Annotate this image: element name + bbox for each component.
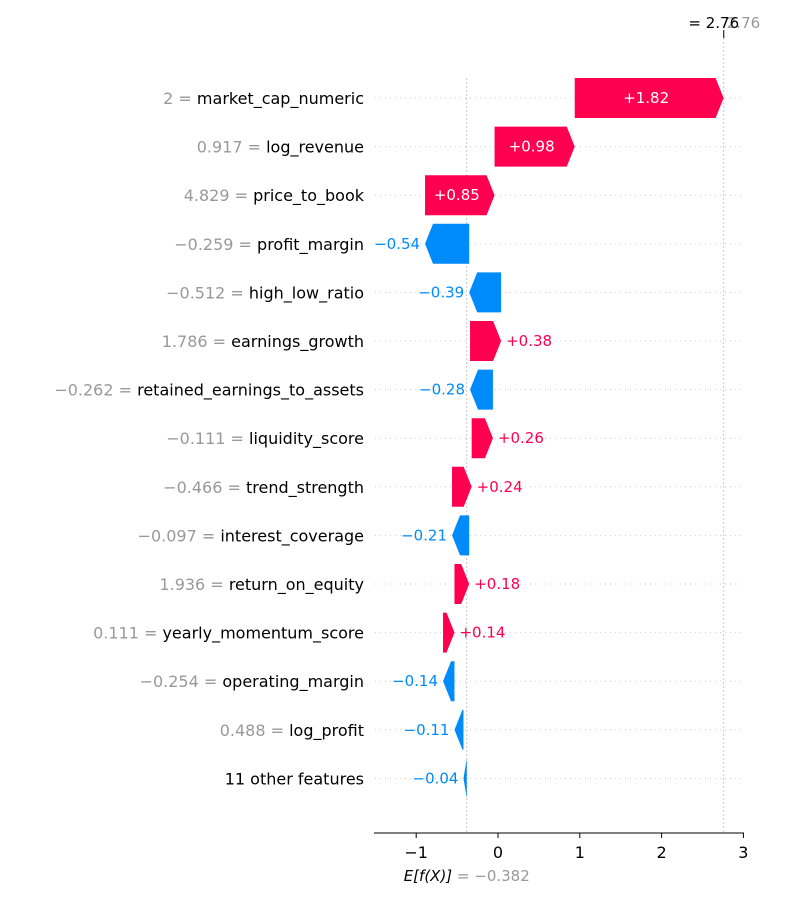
expected-value-label: E[f(X)] = −0.382 [404, 867, 530, 885]
bar-value-label: −0.39 [418, 283, 464, 301]
feature-name: operating_margin [222, 672, 364, 692]
feature-label: −0.259 = profit_margin [174, 235, 364, 255]
waterfall-bar [469, 272, 502, 313]
feature-label: 4.829 = price_to_book [184, 186, 365, 206]
feature-name: market_cap_numeric [197, 89, 364, 109]
expected-value-number: = −0.382 [457, 867, 530, 885]
output-value-ghost-label: 2.76 [727, 14, 760, 32]
waterfall-bar [454, 564, 470, 604]
feature-name: profit_margin [257, 235, 364, 255]
waterfall-bar [452, 515, 470, 556]
feature-value: 1.936 = [159, 575, 228, 594]
feature-label: 11 other features [225, 769, 364, 788]
feature-name: trend_strength [246, 478, 364, 498]
x-tick-label: 1 [575, 843, 585, 862]
feature-name: price_to_book [253, 186, 365, 206]
feature-name: interest_coverage [220, 526, 364, 546]
x-axis: −1 0 1 2 3 E[f(X)] = −0.382 [374, 832, 748, 885]
feature-label: −0.466 = trend_strength [163, 478, 364, 498]
output-value-annotation: 2.76= 2.76 [688, 14, 760, 38]
output-value-label: = 2.76 [688, 14, 739, 32]
bar-value-label: +0.38 [506, 332, 552, 350]
feature-label: −0.111 = liquidity_score [166, 429, 364, 449]
feature-labels-layer: 2 = market_cap_numeric 0.917 = log_revenu… [54, 89, 364, 788]
feature-name: log_revenue [266, 138, 364, 158]
bar-value-label: +0.98 [509, 138, 555, 156]
bar-value-label: +1.82 [623, 89, 669, 107]
waterfall-bar [463, 758, 467, 799]
waterfall-bar [471, 418, 493, 459]
feature-value: −0.259 = [174, 235, 257, 254]
waterfall-bar [494, 126, 575, 167]
waterfall-bar [443, 612, 455, 653]
bar-value-label: −0.14 [392, 672, 438, 690]
feature-name: high_low_ratio [249, 283, 364, 303]
waterfall-bar [443, 661, 455, 702]
waterfall-bar [425, 223, 470, 264]
feature-value: 0.917 = [197, 138, 266, 157]
feature-value: −0.512 = [166, 283, 249, 302]
feature-label: −0.097 = interest_coverage [138, 526, 364, 546]
bar-value-label: −0.11 [404, 721, 450, 739]
feature-value: 0.111 = [93, 624, 162, 643]
bars-layer: +1.82 +0.98 +0.85 −0.54 −0.39 +0.38 −0.28 +0.26… [374, 78, 724, 799]
feature-value: 4.829 = [184, 186, 253, 205]
x-tick-label: 3 [738, 843, 748, 862]
x-tick-label: −1 [404, 843, 428, 862]
feature-name: retained_earnings_to_assets [137, 381, 364, 401]
feature-value: −0.097 = [138, 526, 221, 545]
bar-value-label: +0.26 [498, 429, 544, 447]
feature-name: return_on_equity [229, 575, 364, 595]
bar-value-label: +0.18 [474, 575, 520, 593]
waterfall-bar [454, 709, 464, 750]
feature-label: −0.262 = retained_earnings_to_assets [54, 381, 364, 401]
bar-value-label: +0.24 [477, 478, 523, 496]
bar-value-label: −0.21 [401, 526, 447, 544]
expected-value-symbol: E[f(X)] [404, 867, 457, 885]
feature-label: 0.488 = log_profit [220, 721, 364, 741]
feature-label: 2 = market_cap_numeric [163, 89, 364, 109]
feature-name: liquidity_score [249, 429, 364, 449]
waterfall-bar [470, 321, 502, 361]
bar-value-label: +0.14 [459, 624, 505, 642]
bar-value-label: −0.28 [419, 381, 465, 399]
feature-value: −0.466 = [163, 478, 246, 497]
feature-name: earnings_growth [231, 332, 364, 352]
x-tick-label: 2 [657, 843, 667, 862]
waterfall-bar [425, 175, 495, 216]
feature-label: −0.254 = operating_margin [140, 672, 364, 692]
feature-label: 0.917 = log_revenue [197, 138, 364, 158]
bar-value-label: −0.04 [413, 769, 459, 787]
feature-value: 2 = [163, 89, 197, 108]
feature-value: 1.786 = [162, 332, 231, 351]
feature-name: log_profit [289, 721, 364, 741]
feature-label: −0.512 = high_low_ratio [166, 283, 364, 303]
waterfall-bar [470, 369, 493, 410]
feature-label: 1.786 = earnings_growth [162, 332, 364, 352]
feature-value: 0.488 = [220, 721, 289, 740]
x-tick-label: 0 [493, 843, 503, 862]
waterfall-bar [574, 78, 724, 118]
grid-layer [375, 97, 742, 779]
bar-value-label: −0.54 [374, 235, 420, 253]
feature-name: yearly_momentum_score [162, 624, 364, 644]
feature-value: −0.254 = [140, 672, 223, 691]
feature-value: −0.262 = [54, 381, 137, 400]
feature-value: −0.111 = [166, 429, 249, 448]
waterfall-bar [452, 466, 472, 507]
feature-label: 0.111 = yearly_momentum_score [93, 624, 364, 644]
feature-name: 11 other features [225, 769, 364, 788]
feature-label: 1.936 = return_on_equity [159, 575, 364, 595]
bar-value-label: +0.85 [434, 186, 480, 204]
